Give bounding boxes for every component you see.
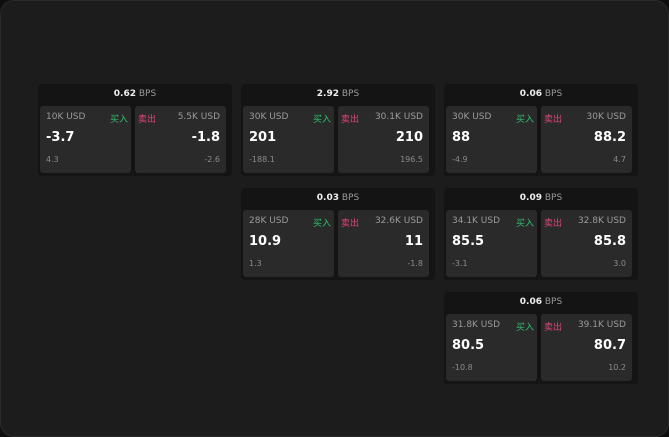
buy-label: 买入: [515, 323, 534, 333]
bid-price: 80.5: [452, 338, 485, 353]
spread-header: 0.03 BPS: [241, 188, 435, 209]
bid-change: -188.1: [249, 155, 275, 164]
buy-box[interactable]: 34.1K USD 买入 85.5 -3.1: [446, 210, 537, 277]
bid-price: 10.9: [249, 234, 282, 249]
spread-value: 0.09: [519, 193, 542, 203]
ask-change: 196.5: [400, 155, 423, 164]
spread-header: 2.92 BPS: [241, 84, 435, 105]
ask-size: 32.6K USD: [374, 216, 423, 226]
quote-card: 2.92 BPS 30K USD 买入 201 -188.1 卖出 30.1K …: [241, 84, 435, 176]
ask-change: 4.7: [613, 155, 626, 164]
ask-price: 80.7: [593, 338, 626, 353]
ask-change: 10.2: [608, 363, 626, 372]
ask-change: -2.6: [204, 155, 220, 164]
quote-card: 0.62 BPS 10K USD 买入 -3.7 4.3 卖出 5.5K USD…: [38, 84, 232, 176]
sell-label: 卖出: [138, 115, 157, 125]
spread-header: 0.62 BPS: [38, 84, 232, 105]
sell-box[interactable]: 卖出 32.6K USD 11 -1.8: [338, 210, 429, 277]
bid-size: 30K USD: [452, 112, 492, 122]
buy-label: 买入: [515, 115, 534, 125]
ask-size: 30K USD: [586, 112, 626, 122]
buy-label: 买入: [109, 115, 128, 125]
ask-size: 5.5K USD: [177, 112, 220, 122]
sell-box[interactable]: 卖出 30.1K USD 210 196.5: [338, 106, 429, 173]
quote-card: 0.09 BPS 34.1K USD 买入 85.5 -3.1 卖出 32.8K…: [444, 188, 638, 280]
sell-label: 卖出: [544, 323, 563, 333]
spread-value: 0.62: [113, 89, 136, 99]
spread-header: 0.09 BPS: [444, 188, 638, 209]
spread-unit: BPS: [341, 193, 360, 203]
buy-label: 买入: [515, 219, 534, 229]
ask-size: 32.8K USD: [577, 216, 626, 226]
spread-header: 0.06 BPS: [444, 84, 638, 105]
ask-change: 3.0: [613, 259, 626, 268]
ask-change: -1.8: [407, 259, 423, 268]
buy-label: 买入: [312, 219, 331, 229]
bid-change: -10.8: [452, 363, 473, 372]
bid-size: 30K USD: [249, 112, 289, 122]
buy-box[interactable]: 30K USD 买入 88 -4.9: [446, 106, 537, 173]
bid-change: 1.3: [249, 259, 262, 268]
spread-value: 2.92: [316, 89, 339, 99]
spread-unit: BPS: [341, 89, 360, 99]
spread-unit: BPS: [544, 193, 563, 203]
sell-label: 卖出: [341, 219, 360, 229]
bid-change: 4.3: [46, 155, 59, 164]
bid-price: -3.7: [46, 130, 75, 145]
quote-card: 0.03 BPS 28K USD 买入 10.9 1.3 卖出 32.6K US…: [241, 188, 435, 280]
spread-header: 0.06 BPS: [444, 292, 638, 313]
sell-box[interactable]: 卖出 39.1K USD 80.7 10.2: [541, 314, 632, 381]
bid-change: -4.9: [452, 155, 468, 164]
buy-box[interactable]: 30K USD 买入 201 -188.1: [243, 106, 334, 173]
bid-price: 88: [452, 130, 471, 145]
spread-unit: BPS: [544, 297, 563, 307]
ask-size: 30.1K USD: [374, 112, 423, 122]
bid-size: 28K USD: [249, 216, 289, 226]
bid-price: 201: [249, 130, 277, 145]
buy-box[interactable]: 28K USD 买入 10.9 1.3: [243, 210, 334, 277]
ask-size: 39.1K USD: [577, 320, 626, 330]
spread-value: 0.06: [519, 297, 542, 307]
sell-label: 卖出: [544, 115, 563, 125]
bid-change: -3.1: [452, 259, 468, 268]
bid-price: 85.5: [452, 234, 485, 249]
ask-price: 11: [404, 234, 423, 249]
buy-label: 买入: [312, 115, 331, 125]
sell-box[interactable]: 卖出 32.8K USD 85.8 3.0: [541, 210, 632, 277]
spread-unit: BPS: [544, 89, 563, 99]
spread-value: 0.03: [316, 193, 339, 203]
spread-value: 0.06: [519, 89, 542, 99]
ask-price: 210: [395, 130, 423, 145]
bid-size: 31.8K USD: [452, 320, 501, 330]
quote-card: 0.06 BPS 31.8K USD 买入 80.5 -10.8 卖出 39.1…: [444, 292, 638, 384]
bid-size: 10K USD: [46, 112, 86, 122]
sell-label: 卖出: [341, 115, 360, 125]
ask-price: -1.8: [191, 130, 220, 145]
ask-price: 88.2: [593, 130, 626, 145]
sell-box[interactable]: 卖出 30K USD 88.2 4.7: [541, 106, 632, 173]
buy-box[interactable]: 10K USD 买入 -3.7 4.3: [40, 106, 131, 173]
bid-size: 34.1K USD: [452, 216, 501, 226]
spread-unit: BPS: [138, 89, 157, 99]
sell-box[interactable]: 卖出 5.5K USD -1.8 -2.6: [135, 106, 226, 173]
quote-card: 0.06 BPS 30K USD 买入 88 -4.9 卖出 30K USD 8…: [444, 84, 638, 176]
sell-label: 卖出: [544, 219, 563, 229]
buy-box[interactable]: 31.8K USD 买入 80.5 -10.8: [446, 314, 537, 381]
ask-price: 85.8: [593, 234, 626, 249]
